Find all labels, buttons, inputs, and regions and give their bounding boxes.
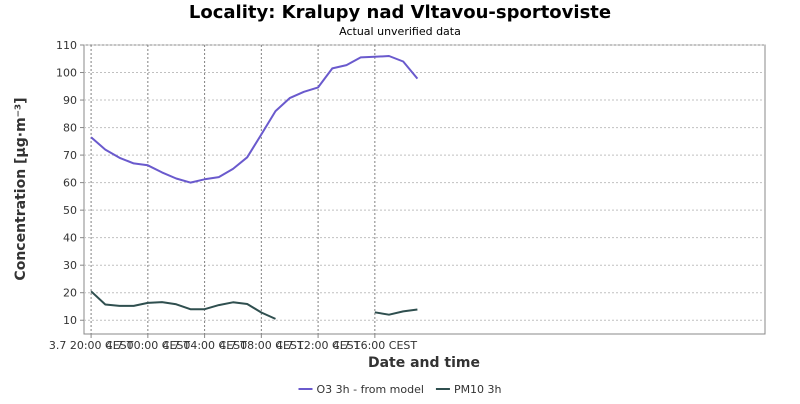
- x-tick-label: 4.7 04:00 CEST: [162, 339, 247, 352]
- legend-item: O3 3h - from model: [298, 383, 424, 396]
- chart-subtitle: Actual unverified data: [339, 25, 461, 38]
- y-tick-label: 20: [63, 287, 77, 300]
- plot-area: [83, 44, 766, 335]
- x-tick-label: 4.7 12:00 CEST: [276, 339, 361, 352]
- y-tick-label: 50: [63, 204, 77, 217]
- series-lines: [90, 55, 419, 320]
- x-tick-label: 3.7 20:00 CEST: [49, 339, 134, 352]
- y-tick-label: 110: [56, 39, 77, 52]
- y-axis-label: Concentration [µg·m⁻³]: [13, 97, 29, 280]
- legend: O3 3h - from model PM10 3h: [298, 383, 502, 396]
- y-tick-label: 10: [63, 314, 77, 327]
- y-tick-label: 40: [63, 232, 77, 245]
- y-tick-label: 80: [63, 122, 77, 135]
- legend-item: PM10 3h: [435, 383, 502, 396]
- series-line-0: [90, 55, 419, 184]
- grid-lines: [84, 44, 765, 334]
- x-tick-label: 4.7 08:00 CEST: [219, 339, 304, 352]
- y-tick-label: 70: [63, 149, 77, 162]
- y-tick-label: 30: [63, 259, 77, 272]
- x-axis-label: Date and time: [368, 355, 480, 371]
- x-tick-label: 4.7 00:00 CEST: [106, 339, 191, 352]
- chart-title: Locality: Kralupy nad Vltavou-sportovist…: [189, 2, 611, 23]
- y-tick-label: 90: [63, 94, 77, 107]
- series-line-1: [374, 308, 418, 316]
- series-line-1: [90, 290, 276, 320]
- legend-label: O3 3h - from model: [317, 383, 424, 396]
- x-tick-label: 4.7 16:00 CEST: [333, 339, 418, 352]
- y-tick-label: 100: [56, 67, 77, 80]
- y-tick-label: 60: [63, 177, 77, 190]
- legend-label: PM10 3h: [454, 383, 502, 396]
